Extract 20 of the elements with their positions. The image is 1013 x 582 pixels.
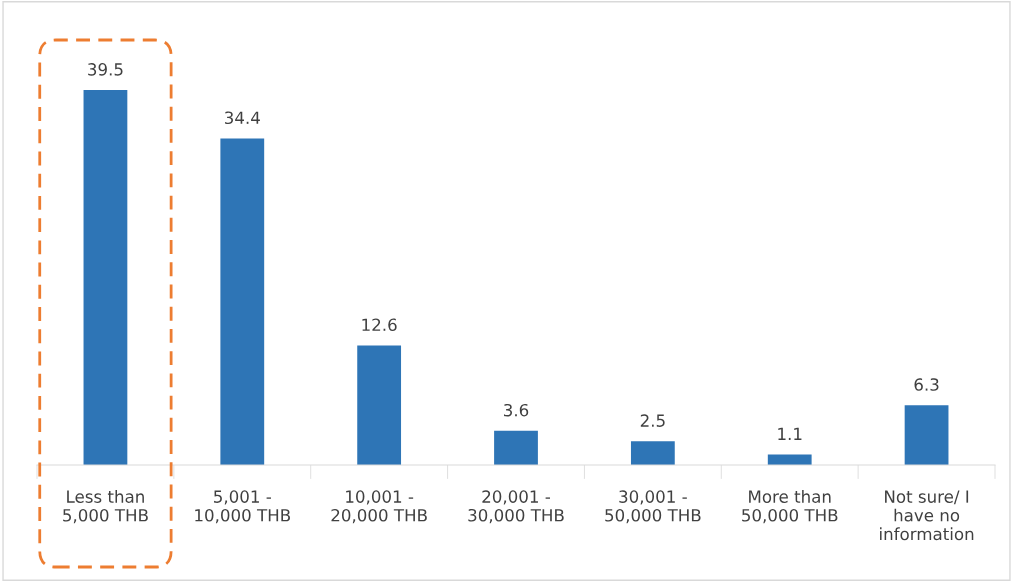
x-tick-label: 30,001 - 50,000 THB	[605, 490, 701, 524]
bar	[220, 138, 265, 465]
x-tick-label: Less than 5,000 THB	[63, 490, 148, 524]
bar	[357, 345, 402, 465]
x-tick-label: Not sure/ I have no information	[880, 490, 974, 541]
x-tick-label: 5,001 - 10,000 THB	[195, 490, 290, 524]
x-tick-label: 10,001 - 20,000 THB	[331, 490, 427, 524]
data-label: 12.6	[362, 318, 397, 332]
bar	[83, 90, 128, 465]
x-tick-label: More than 50,000 THB	[742, 490, 838, 524]
data-label: 2.5	[640, 414, 665, 427]
bar	[630, 441, 675, 465]
data-label: 1.1	[778, 427, 802, 440]
x-tick-label: 20,001 - 30,000 THB	[468, 490, 564, 524]
bar	[494, 430, 538, 465]
bar	[904, 405, 949, 465]
data-label: 6.3	[914, 378, 939, 391]
data-label: 34.4	[225, 111, 260, 125]
data-label: 3.6	[504, 403, 529, 417]
data-label: 39.5	[88, 63, 123, 76]
